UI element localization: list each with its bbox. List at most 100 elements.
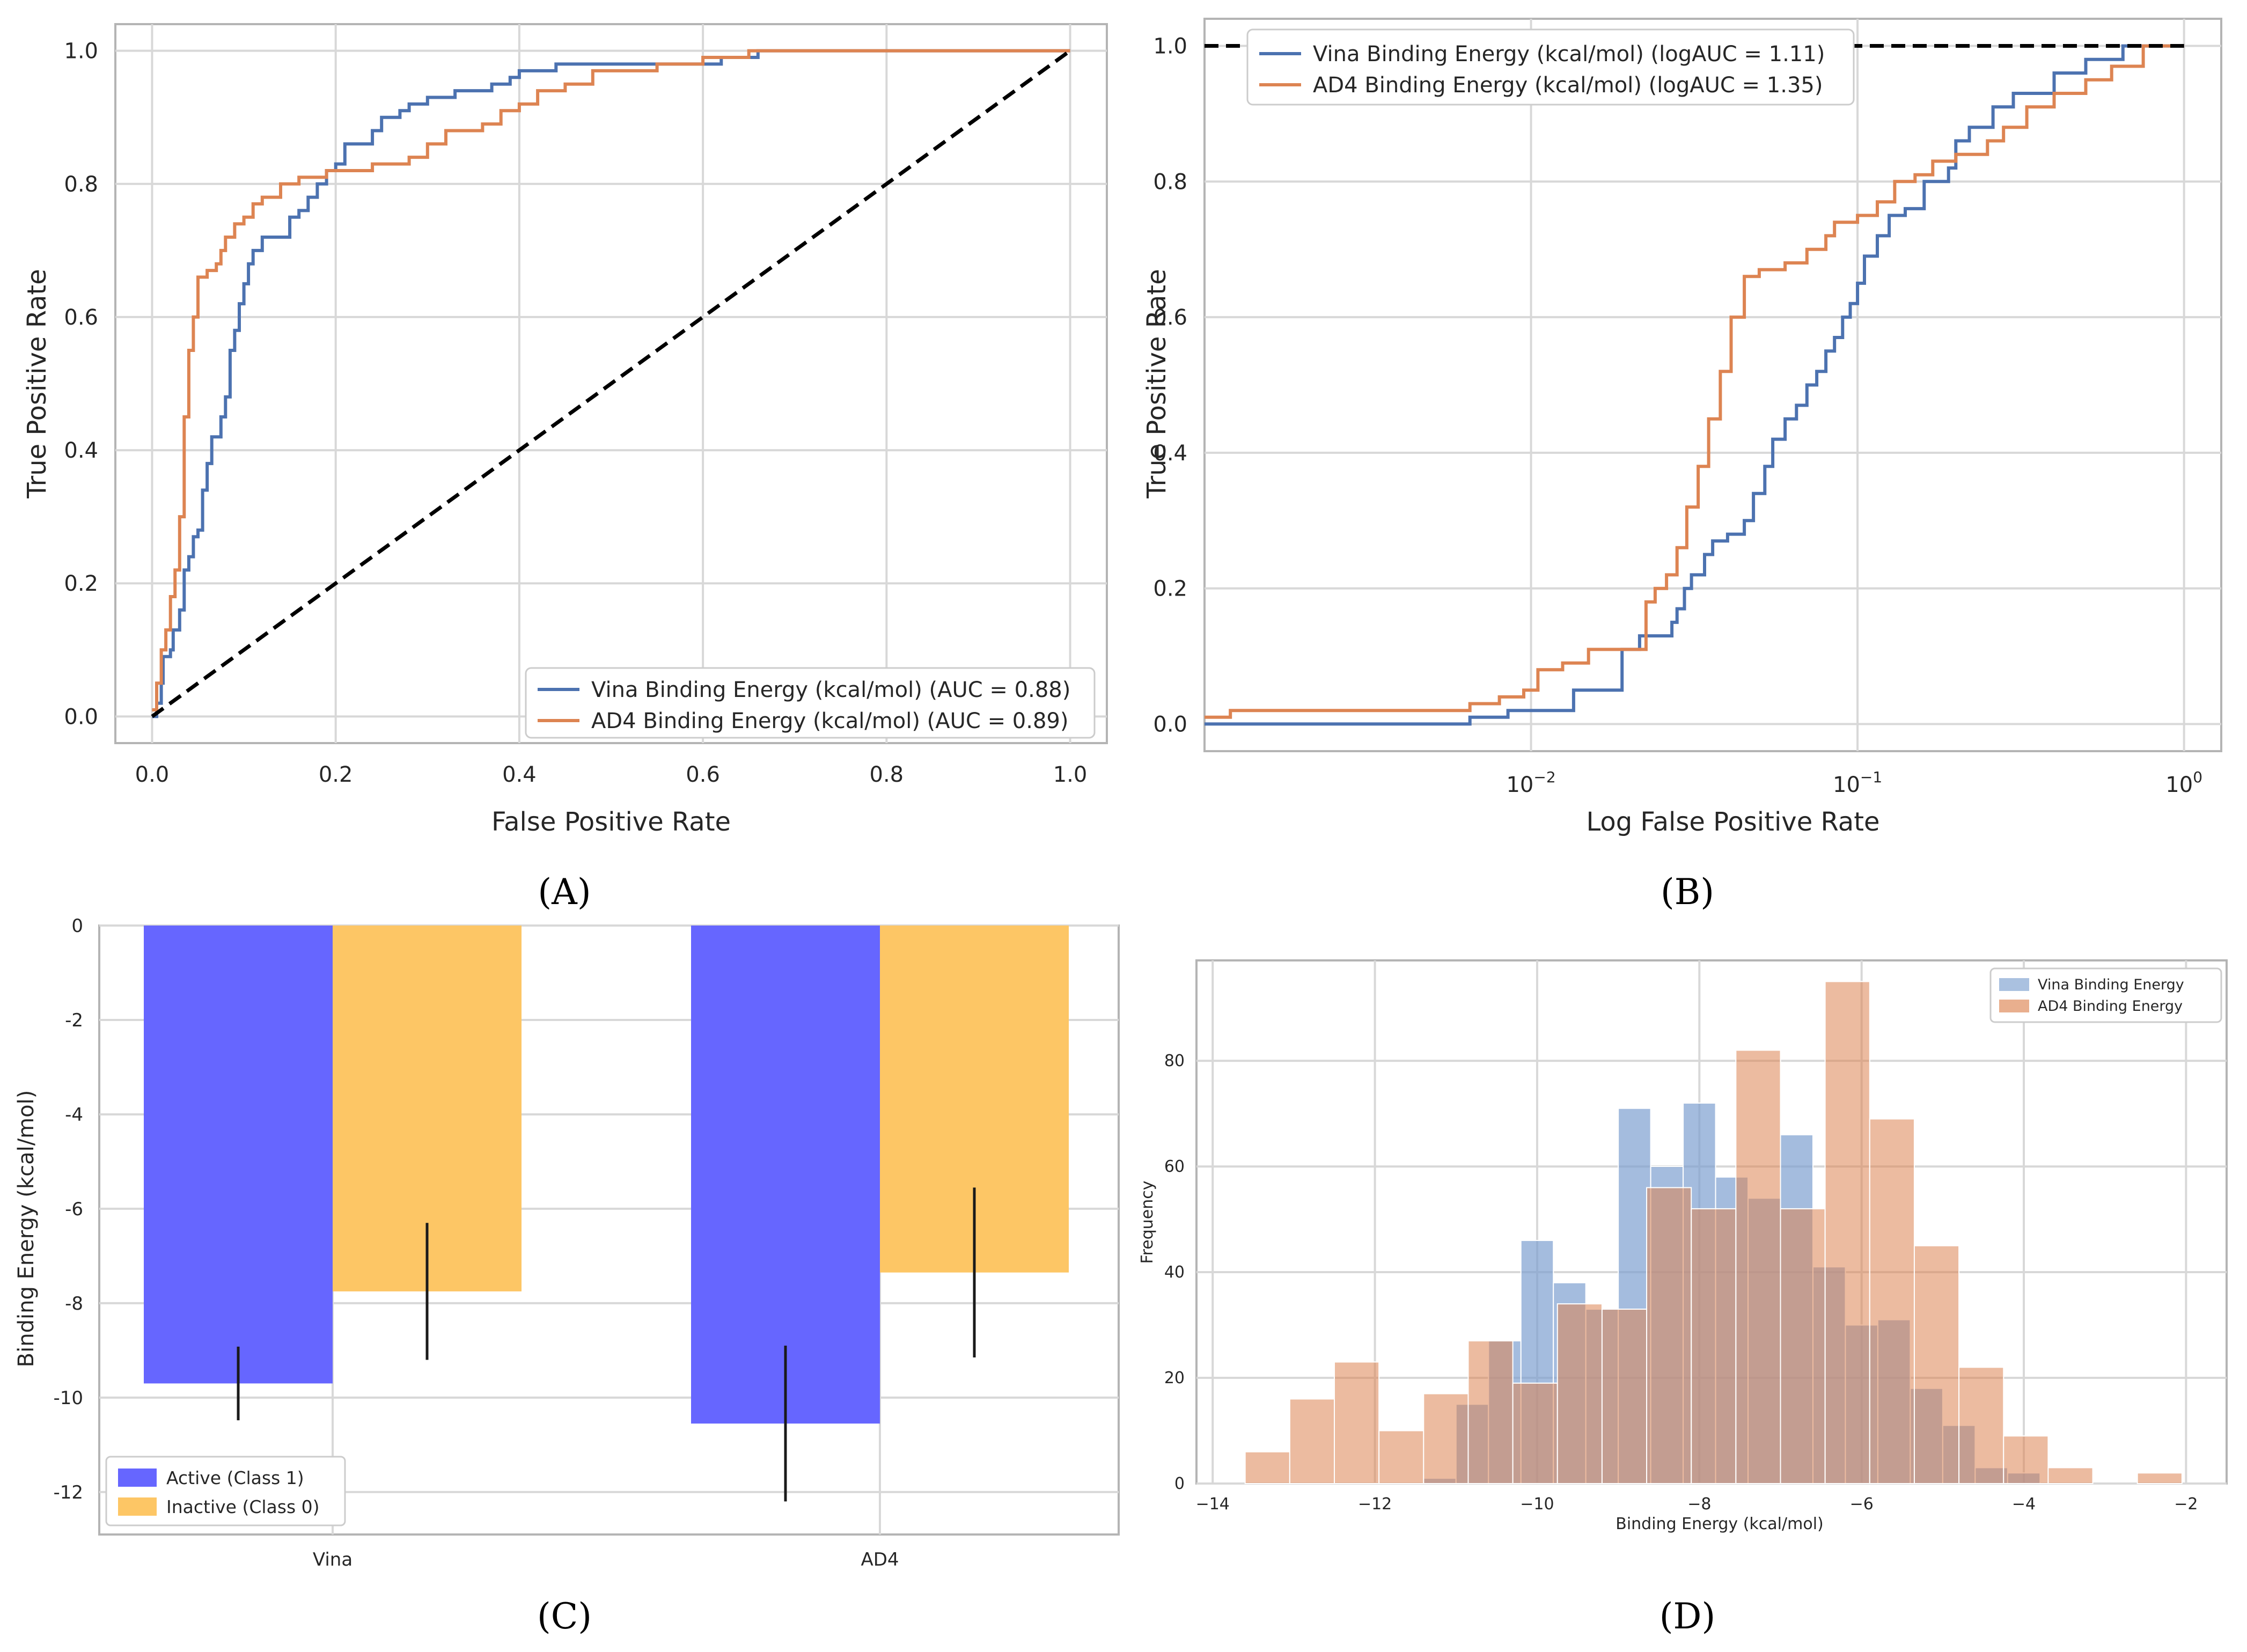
panel-b-xlabel: Log False Positive Rate [1586,807,1879,837]
panel-a-legend-box [525,667,1096,739]
panel-a-xtick-0: 0.0 [135,762,170,787]
panel-b-plot-area [1203,18,2222,752]
panel-a-ytick-2: 0.4 [64,438,98,463]
panel-d-legend-swatch-1 [1999,1000,2029,1012]
panel-c-ytick-3: -6 [65,1199,83,1220]
panel-b-chart: 10−2 10−1 100 0.0 0.2 0.4 0.6 0.8 1.0 Log False … [1142,18,2222,913]
panel-d-ytick-1: 20 [1164,1369,1185,1387]
panel-a-ytick-1: 0.2 [64,571,98,596]
panel-d-legend-label-0: Vina Binding Energy [2038,976,2184,993]
panel-b-xtick-1: 10−1 [1833,768,1882,797]
panel-c-legend-label-0: Active (Class 1) [166,1467,304,1488]
panel-c-ytick-4: -8 [65,1293,83,1315]
panel-a-legend-label-0: Vina Binding Energy (kcal/mol) (AUC = 0.… [591,678,1070,702]
panel-b-ytick-3: 0.6 [1153,305,1187,330]
panel-c-bar-0-1 [691,926,880,1424]
panel-c-ylabel: Binding Energy (kcal/mol) [14,1090,39,1368]
panel-d-legend-label-1: AD4 Binding Energy [2038,998,2183,1015]
panel-d-xtick-2: −10 [1520,1495,1554,1514]
panel-d-bin-1-17 [2003,1435,2049,1484]
panel-a-xtick-1: 0.2 [319,762,353,787]
panel-c-bar-0-0 [144,926,333,1384]
panel-a-ytick-3: 0.6 [64,305,98,330]
panel-d-label: (D) [1659,1596,1715,1637]
panel-a-xlabel: False Positive Rate [491,807,731,837]
panel-d-bin-1-15 [1913,1245,1960,1484]
panel-b-label: (B) [1661,871,1714,913]
panel-a-series-0 [152,49,1070,718]
panel-a-series-2 [151,49,1071,718]
panel-b-ytick-0: 0.0 [1153,712,1187,737]
panel-d-xtick-3: −8 [1687,1495,1711,1514]
panel-d-ytick-2: 40 [1164,1263,1185,1282]
panel-d-bin-1-6 [1512,1382,1558,1485]
panel-b-legend-box [1246,28,1855,106]
panel-c-ytick-2: -4 [65,1104,83,1126]
panel-b-xtick-0: 10−2 [1506,768,1555,797]
panel-d-ytick-4: 80 [1164,1052,1185,1070]
panel-b-ytick-1: 0.2 [1153,577,1187,601]
panel-b-ytick-2: 0.4 [1153,441,1187,466]
panel-d-bin-1-12 [1780,1208,1826,1485]
panel-d-ytick-0: 0 [1174,1474,1185,1493]
panel-c-ytick-0: 0 [71,915,83,937]
panel-d-legend-swatch-0 [1999,978,2029,991]
panel-d-xlabel: Binding Energy (kcal/mol) [1616,1515,1823,1533]
panel-d-bin-1-18 [2047,1467,2094,1485]
panel-d-bin-1-2 [1334,1361,1380,1485]
panel-a-series-1 [152,49,1070,711]
panel-b-xtick-2: 100 [2165,768,2202,797]
panel-d-ytick-3: 60 [1164,1157,1185,1176]
panel-c-ytick-1: -2 [65,1010,83,1031]
panel-d-legend-box [1989,967,2222,1023]
panel-a-label: (A) [538,871,591,913]
panel-d-bin-1-4 [1423,1393,1469,1484]
panel-a-xtick-3: 0.6 [686,762,720,787]
panel-b-legend-label-1: AD4 Binding Energy (kcal/mol) (logAUC = … [1313,73,1823,98]
panel-d-bin-1-7 [1556,1303,1603,1485]
panel-c-legend-box [105,1456,346,1526]
panel-d-xtick-6: −2 [2174,1495,2198,1514]
panel-d-bin-1-20 [2136,1472,2183,1484]
panel-c-xtick-1: AD4 [861,1549,899,1570]
panel-d-xtick-5: −4 [2012,1495,2036,1514]
panel-d-xtick-4: −6 [1850,1495,1874,1514]
panel-c-legend-swatch-1 [118,1497,157,1516]
panel-c-label: (C) [537,1596,592,1637]
panel-d-bin-1-9 [1646,1187,1692,1484]
panel-a-chart: 0.0 0.2 0.4 0.6 0.8 1.0 0.0 0.2 0.4 0.6 0.8 1.0 Fal… [22,23,1108,913]
panel-a-legend-label-1: AD4 Binding Energy (kcal/mol) (AUC = 0.8… [591,709,1068,733]
panel-a-ytick-0: 0.0 [64,704,98,729]
panel-d-ylabel: Frequency [1138,1181,1157,1264]
panel-d-bin-1-1 [1289,1398,1335,1485]
panel-a-ytick-5: 1.0 [64,39,98,64]
panel-b-ytick-4: 0.8 [1153,170,1187,194]
panel-c-ytick-5: -10 [53,1387,83,1409]
panel-d-xtick-0: −14 [1196,1495,1230,1514]
panel-c-legend-label-1: Inactive (Class 0) [166,1496,320,1517]
panel-d-bin-1-14 [1869,1118,1915,1485]
panel-d-bin-1-11 [1735,1049,1781,1484]
panel-d-xtick-1: −12 [1358,1495,1392,1514]
panel-b-legend-label-0: Vina Binding Energy (kcal/mol) (logAUC =… [1313,42,1825,67]
panel-d-bin-1-3 [1378,1430,1424,1484]
panel-d-bin-1-5 [1467,1340,1514,1484]
panel-d-bin-1-0 [1244,1451,1290,1485]
panel-b-ytick-5: 1.0 [1153,34,1187,59]
panel-d-bin-1-10 [1691,1208,1737,1485]
panel-a-xtick-2: 0.4 [502,762,537,787]
panel-b-ylabel: True Positive Rate [1142,269,1172,499]
panel-b-series-1 [1205,44,2184,719]
panel-c-legend-swatch-0 [118,1469,157,1487]
panel-a-xtick-4: 0.8 [870,762,904,787]
panel-c-chart: 0 -2 -4 -6 -8 -10 -12 Vina AD4 Binding Energy (k… [14,915,1120,1637]
panel-c-ytick-6: -12 [53,1482,83,1503]
panel-d-chart: −14 −12 −10 −8 −6 −4 −2 0 20 40 60 80 Binding Energ… [1138,959,2228,1637]
panel-a-ytick-4: 0.8 [64,172,98,197]
panel-d-bin-1-8 [1601,1309,1648,1484]
panel-a-xtick-5: 1.0 [1053,762,1088,787]
panel-d-bin-1-13 [1824,981,1870,1484]
panel-d-bin-1-16 [1958,1367,2004,1484]
panel-b-series-0 [1205,44,2184,726]
